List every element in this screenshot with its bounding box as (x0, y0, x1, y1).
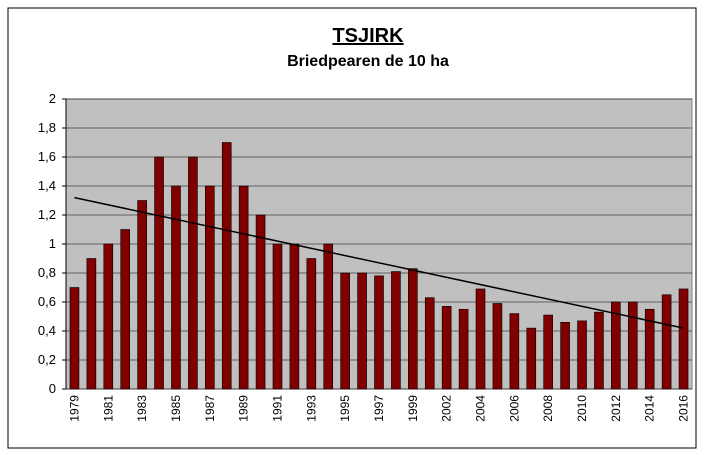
x-tick-label: 1985 (169, 395, 183, 422)
bar (661, 294, 672, 390)
chart-subtitle: Briedpearen de 10 ha (287, 53, 449, 70)
bar (255, 214, 266, 390)
x-tick-label: 2008 (541, 395, 555, 422)
bar (408, 268, 418, 390)
bar (627, 301, 638, 390)
x-tick-label: 2010 (575, 395, 589, 422)
x-tick-label: 1981 (101, 395, 115, 422)
chart-title: TSJIRK (332, 25, 404, 47)
bar (594, 311, 604, 390)
x-tick-label: 2014 (643, 395, 657, 422)
y-tick-label: 0,6 (38, 294, 56, 309)
y-tick-label: 1,6 (38, 149, 56, 164)
bar (289, 243, 300, 390)
bar (221, 142, 232, 390)
bar (577, 320, 587, 390)
bar (154, 156, 164, 390)
bar (103, 243, 114, 390)
bar (188, 156, 198, 390)
bar (323, 243, 334, 390)
x-tick-label: 2004 (474, 395, 488, 422)
bar (560, 321, 570, 390)
x-tick-label: 1983 (135, 395, 149, 422)
x-tick-label: 1997 (372, 395, 386, 422)
x-tick-label: 1987 (203, 395, 217, 422)
bar (137, 200, 147, 390)
bar (526, 327, 537, 390)
bar (492, 303, 503, 390)
bar (458, 308, 469, 390)
y-tick-label: 1,8 (38, 120, 56, 135)
bar (644, 308, 655, 390)
trend-line (74, 196, 684, 329)
bar (205, 185, 215, 390)
bar (543, 314, 553, 390)
x-tick-label: 2006 (507, 395, 521, 422)
x-tick-label: 1979 (67, 395, 81, 422)
bar (272, 243, 283, 390)
bar (120, 229, 131, 390)
bar (424, 297, 435, 390)
x-tick-label: 2002 (440, 395, 454, 422)
y-tick-label: 2 (49, 91, 56, 106)
y-tick-label: 0,4 (38, 323, 56, 338)
y-tick-label: 1,2 (38, 207, 56, 222)
x-tick-label: 2016 (677, 395, 691, 422)
bar (611, 301, 621, 390)
x-tick-label: 2012 (609, 395, 623, 422)
bar (306, 258, 317, 390)
y-tick-label: 0 (49, 381, 56, 396)
bar (238, 185, 249, 390)
bar (340, 272, 350, 390)
x-tick-label: 1991 (270, 395, 284, 422)
bar (678, 288, 689, 390)
bar (86, 258, 97, 390)
x-tick-label: 1989 (237, 395, 251, 422)
bar (509, 313, 520, 390)
y-tick-label: 1 (49, 236, 56, 251)
bar (475, 288, 486, 390)
bar (391, 271, 401, 390)
x-tick-label: 1999 (406, 395, 420, 422)
bar (69, 287, 80, 390)
x-tick-label: 1993 (304, 395, 318, 422)
y-tick-label: 1,4 (38, 178, 56, 193)
bar (441, 306, 452, 390)
y-tick-label: 0,8 (38, 265, 56, 280)
bar (374, 275, 384, 390)
y-tick-label: 0,2 (38, 352, 56, 367)
bar (357, 272, 367, 390)
x-tick-label: 1995 (338, 395, 352, 422)
bar (171, 185, 181, 390)
